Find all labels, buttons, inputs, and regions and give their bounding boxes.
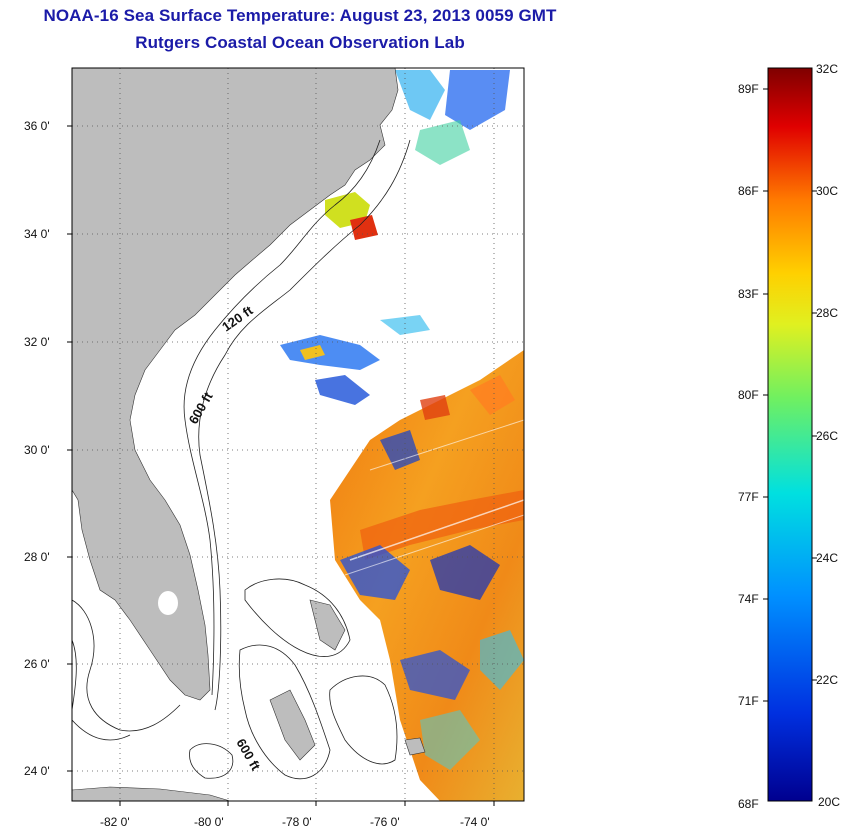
c-label: 24C — [816, 551, 838, 565]
lat-label: 24 0' — [24, 764, 50, 778]
lat-label: 32 0' — [24, 335, 50, 349]
f-label: 77F — [738, 490, 759, 504]
lon-labels: -82 0' -80 0' -78 0' -76 0' -74 0' — [100, 815, 490, 829]
lat-lon-grid — [72, 68, 524, 801]
f-label: 80F — [738, 388, 759, 402]
lon-label: -76 0' — [370, 815, 400, 829]
f-label: 89F — [738, 82, 759, 96]
lat-labels: 36 0' 34 0' 32 0' 30 0' 28 0' 26 0' 24 0… — [24, 119, 50, 778]
f-label: 74F — [738, 592, 759, 606]
f-label: 68F — [738, 797, 759, 811]
axis-ticks — [67, 125, 495, 806]
lon-label: -78 0' — [282, 815, 312, 829]
celsius-labels: 32C 30C 28C 26C 24C 22C 20C — [816, 62, 840, 809]
c-label: 20C — [818, 795, 840, 809]
lon-label: -74 0' — [460, 815, 490, 829]
c-label: 32C — [816, 62, 838, 76]
colorbar — [767, 67, 813, 802]
f-label: 86F — [738, 184, 759, 198]
title-line-1: NOAA-16 Sea Surface Temperature: August … — [43, 6, 557, 25]
lat-label: 28 0' — [24, 550, 50, 564]
lat-label: 26 0' — [24, 657, 50, 671]
f-label: 83F — [738, 287, 759, 301]
fahrenheit-labels: 89F 86F 83F 80F 77F 74F 71F 68F — [738, 82, 759, 811]
map-frame — [71, 67, 525, 802]
sst-swath — [330, 350, 524, 801]
lat-label: 30 0' — [24, 443, 50, 457]
lon-label: -82 0' — [100, 815, 130, 829]
c-label: 26C — [816, 429, 838, 443]
colorbar-ticks — [763, 88, 817, 702]
f-label: 71F — [738, 694, 759, 708]
title-line-2: Rutgers Coastal Ocean Observation Lab — [135, 33, 465, 52]
c-label: 22C — [816, 673, 838, 687]
lat-label: 34 0' — [24, 227, 50, 241]
c-label: 30C — [816, 184, 838, 198]
land — [72, 68, 426, 801]
depth-contours — [72, 139, 411, 780]
c-label: 28C — [816, 306, 838, 320]
lon-label: -80 0' — [194, 815, 224, 829]
lat-label: 36 0' — [24, 119, 50, 133]
